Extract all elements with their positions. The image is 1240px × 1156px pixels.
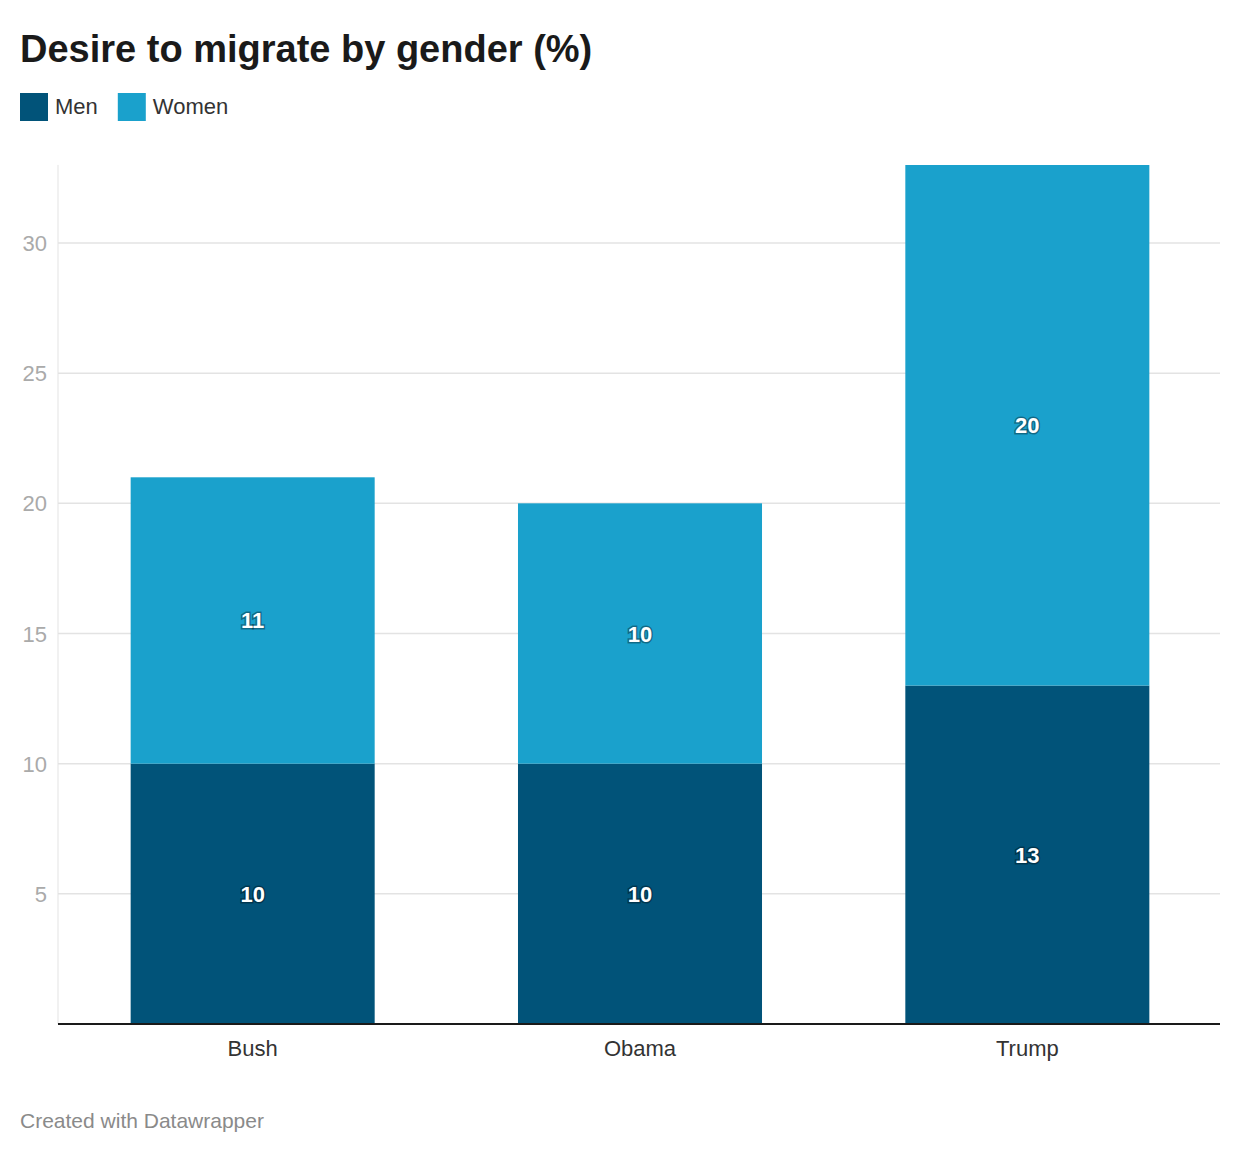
x-tick-label: Trump <box>996 1036 1059 1061</box>
x-tick-label: Obama <box>604 1036 677 1061</box>
data-label: 13 <box>1015 843 1039 868</box>
data-label: 10 <box>628 882 652 907</box>
y-axis-line <box>58 165 59 1024</box>
bar-segment <box>131 477 375 763</box>
bar-segment <box>518 503 762 763</box>
x-axis-line <box>58 1023 1220 1025</box>
legend-label: Women <box>153 94 228 119</box>
legend-label: Men <box>55 94 98 119</box>
data-labels: 10 10 13 11 10 20 <box>240 413 1039 907</box>
bar-segment <box>905 686 1149 1024</box>
y-tick-label: 20 <box>23 491 47 516</box>
bar-segment <box>905 165 1149 686</box>
data-label: 20 <box>1015 413 1039 438</box>
data-label: 10 <box>628 622 652 647</box>
chart-container: Desire to migrate by gender (%) Men Women 5… <box>0 0 1240 1156</box>
y-tick-label: 25 <box>23 361 47 386</box>
y-tick-label: 30 <box>23 231 47 256</box>
x-tick-label: Bush <box>228 1036 278 1061</box>
source: Created with Datawrapper <box>20 1109 264 1132</box>
y-tick-label: 10 <box>23 752 47 777</box>
bar-segment <box>131 764 375 1024</box>
bar-segment <box>518 764 762 1024</box>
y-tick-label: 15 <box>23 622 47 647</box>
legend-swatch <box>118 93 146 121</box>
bars <box>131 165 1150 1024</box>
data-label: 11 <box>241 608 264 633</box>
legend-swatch <box>20 93 48 121</box>
title: Desire to migrate by gender (%) <box>20 28 592 70</box>
chart-svg: Desire to migrate by gender (%) Men Women 5… <box>0 0 1240 1156</box>
y-tick-label: 5 <box>35 882 47 907</box>
data-label: 10 <box>240 882 264 907</box>
